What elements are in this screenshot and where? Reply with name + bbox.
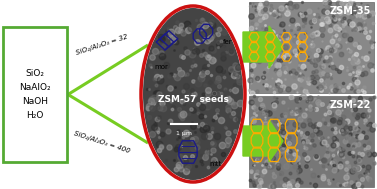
FancyArrow shape — [243, 26, 283, 68]
Text: ZSM-57 seeds: ZSM-57 seeds — [158, 94, 228, 104]
Text: mtt: mtt — [209, 161, 221, 167]
Text: SiO₂
NaAlO₂
NaOH
H₂O: SiO₂ NaAlO₂ NaOH H₂O — [19, 69, 51, 120]
FancyBboxPatch shape — [3, 27, 67, 162]
Ellipse shape — [143, 8, 243, 180]
Text: mor: mor — [154, 64, 168, 70]
FancyBboxPatch shape — [249, 96, 374, 187]
Text: ZSM-22: ZSM-22 — [329, 100, 371, 110]
Text: fer: fer — [223, 39, 233, 45]
Text: SiO₂/Al₂O₃ = 400: SiO₂/Al₂O₃ = 400 — [73, 130, 131, 154]
FancyBboxPatch shape — [249, 2, 374, 93]
FancyArrow shape — [243, 120, 283, 162]
Text: SiO₂/Al₂O₃ = 32: SiO₂/Al₂O₃ = 32 — [75, 33, 129, 56]
Text: ZSM-35: ZSM-35 — [329, 6, 371, 16]
Text: 1 μm: 1 μm — [176, 131, 192, 136]
